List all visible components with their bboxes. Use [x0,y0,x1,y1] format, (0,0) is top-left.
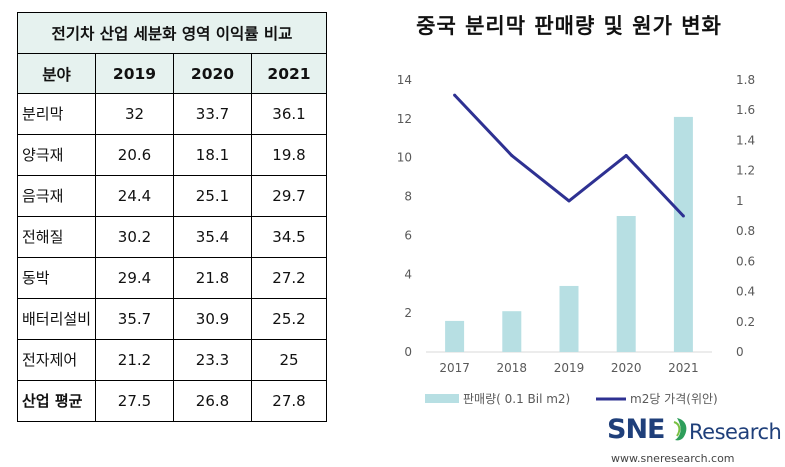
row-value: 29.7 [251,175,327,217]
legend-bar-label: 판매량( 0.1 Bil m2) [463,392,570,406]
table-row: 전자제어 21.2 23.3 25 [17,339,327,381]
combo-chart: 0 2 4 6 8 10 12 14 0 0.2 0.4 0.6 0.8 1 1.2 1.4 1.6 1.8 201… [397,73,755,406]
row-value: 36.1 [251,93,327,135]
row-value: 21.2 [95,339,174,381]
y-right-tick-label: 0.6 [736,254,755,268]
y-right-tick-label: 0.8 [736,224,755,238]
logo-url: www.sneresearch.com [611,452,735,465]
row-value: 34.5 [251,216,327,258]
line-point [624,154,628,158]
row-value: 19.8 [251,134,327,176]
row-value: 24.4 [95,175,174,217]
row-value: 33.7 [173,93,252,135]
row-value: 25.1 [173,175,252,217]
row-category: 산업 평균 [17,380,96,422]
row-value: 20.6 [95,134,174,176]
chart-title: 중국 분리막 판매량 및 원가 변화 [416,14,722,38]
row-value: 27.8 [251,380,327,422]
x-tick-label: 2019 [554,361,585,375]
row-category: 양극재 [17,134,96,176]
table-header-cell: 2021 [251,53,327,94]
table-header-cell: 2020 [173,53,252,94]
bar [673,116,693,353]
y-left-tick-label: 6 [404,228,412,242]
row-category: 음극재 [17,175,96,217]
y-left-tick-label: 10 [397,151,412,165]
table-title: 전기차 산업 세분화 영역 이익률 비교 [17,12,327,54]
sne-research-logo: SNE Research www.sneresearch.com [607,414,782,465]
bar [502,311,522,352]
row-value: 27.2 [251,257,327,299]
row-category: 분리막 [17,93,96,135]
table-row: 분리막 32 33.7 36.1 [17,93,327,135]
y-right-tick-label: 1.8 [736,73,755,87]
row-value: 21.8 [173,257,252,299]
margin-comparison-table: 전기차 산업 세분화 영역 이익률 비교 분야 2019 2020 2021 분리막 3… [17,12,327,422]
row-category: 배터리설비 [17,298,96,340]
table-header-row: 분야 2019 2020 2021 [17,53,327,94]
y-left-tick-label: 0 [404,345,412,359]
logo-brand: SNE [607,414,665,445]
row-category: 전해질 [17,216,96,258]
row-value: 25 [251,339,327,381]
logo-suffix: Research [689,420,782,444]
x-tick-label: 2018 [497,361,528,375]
y-right-tick-label: 1.4 [736,133,755,147]
row-value: 26.8 [173,380,252,422]
x-tick-label: 2017 [439,361,470,375]
bar [616,216,636,352]
y-right-tick-label: 1 [736,194,744,208]
table-header-cell: 2019 [95,53,174,94]
x-tick-label: 2021 [668,361,699,375]
y-left-tick-label: 4 [404,267,412,281]
row-value: 29.4 [95,257,174,299]
row-value: 23.3 [173,339,252,381]
row-value: 30.2 [95,216,174,258]
row-value: 30.9 [173,298,252,340]
table-header-cell: 분야 [17,53,96,94]
y-right-tick-label: 1.6 [736,103,755,117]
row-value: 25.2 [251,298,327,340]
x-tick-label: 2020 [611,361,642,375]
line-point [567,199,571,203]
row-category: 동박 [17,257,96,299]
row-value: 35.4 [173,216,252,258]
line-point [453,93,457,97]
table-row: 산업 평균 27.5 26.8 27.8 [17,380,327,422]
line-point [681,214,685,218]
price-line [453,94,685,218]
row-value: 18.1 [173,134,252,176]
table-row: 양극재 20.6 18.1 19.8 [17,134,327,176]
line-point [510,154,514,158]
bar [445,320,465,352]
table-row: 음극재 24.4 25.1 29.7 [17,175,327,217]
legend-bar-swatch [425,394,459,403]
y-left-tick-label: 12 [397,112,412,126]
y-right-tick-label: 1.2 [736,164,755,178]
y-left-tick-label: 8 [404,190,412,204]
y-left-tick-label: 14 [397,73,412,87]
y-right-tick-label: 0.2 [736,315,755,329]
y-right-tick-label: 0 [736,345,744,359]
row-value: 35.7 [95,298,174,340]
table-row: 전해질 30.2 35.4 34.5 [17,216,327,258]
row-value: 32 [95,93,174,135]
bar [559,285,579,352]
logo-swirl-icon [673,418,687,441]
legend-line-label: m2당 가격(위안) [630,392,718,406]
row-value: 27.5 [95,380,174,422]
y-right-tick-label: 0.4 [736,285,755,299]
table-row: 동박 29.4 21.8 27.2 [17,257,327,299]
row-category: 전자제어 [17,339,96,381]
y-left-tick-label: 2 [404,306,412,320]
table-row: 배터리설비 35.7 30.9 25.2 [17,298,327,340]
